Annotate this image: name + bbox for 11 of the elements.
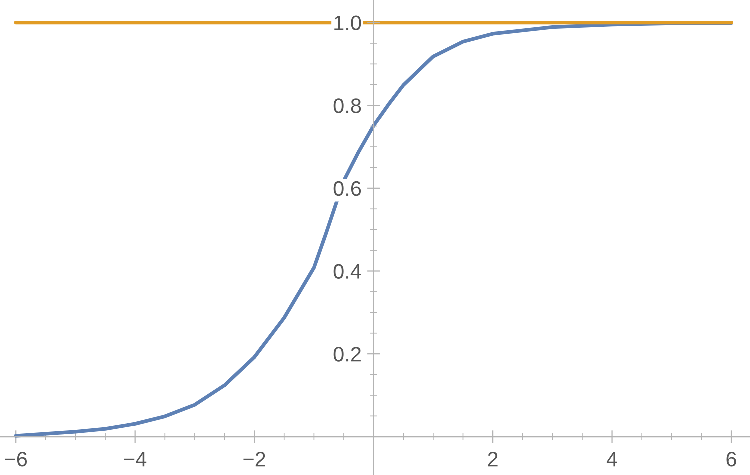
x-tick-label: 6	[726, 452, 736, 467]
y-tick-label: 0.8	[334, 98, 362, 114]
x-tick-label: −6	[5, 452, 28, 467]
y-tick-label: 0.2	[334, 347, 361, 362]
y-tick-label: 0.6	[334, 181, 362, 196]
x-tick-label: 2	[488, 452, 498, 467]
x-tick-label: 4	[606, 452, 618, 467]
y-tick-label: 0.4	[334, 264, 362, 280]
x-tick-label: −4	[124, 452, 147, 467]
x-tick-label: −2	[244, 452, 266, 467]
y-tick-label: 1.0	[334, 16, 362, 31]
